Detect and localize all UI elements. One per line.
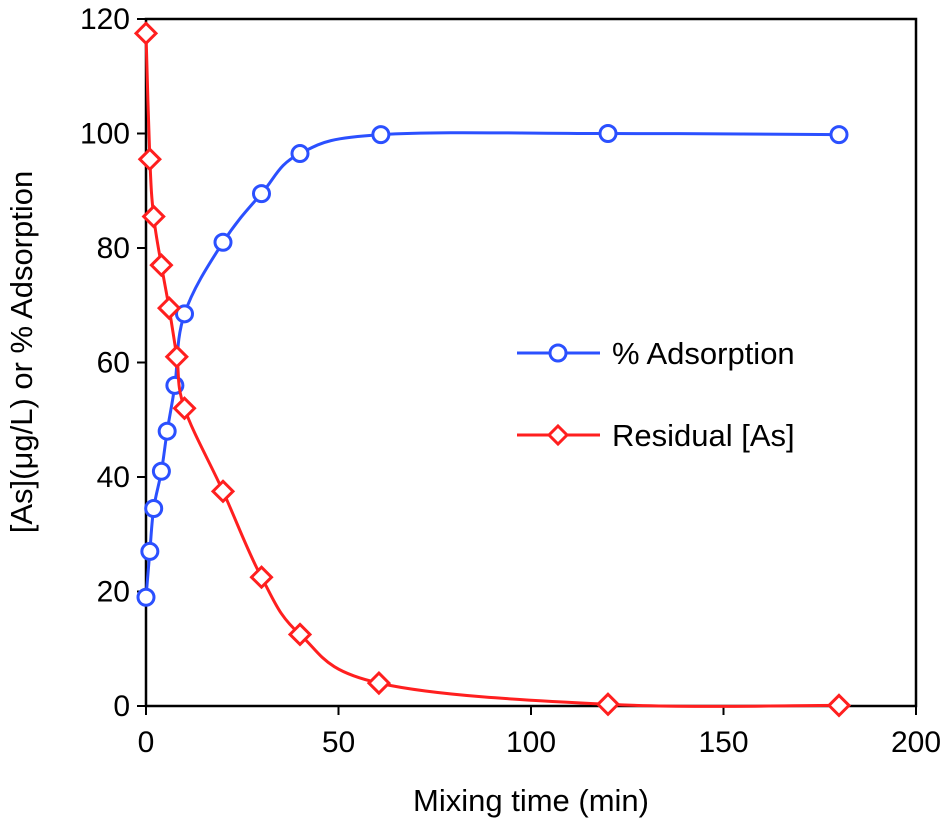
plot-frame: [144, 17, 918, 708]
y-tick-label: 120: [80, 3, 130, 36]
series-adsorption: [136, 124, 849, 607]
data-point: [371, 125, 391, 145]
y-tick-label: 80: [97, 232, 130, 265]
data-point: [164, 344, 189, 369]
data-point: [249, 565, 274, 590]
data-point: [213, 232, 233, 252]
y-tick-label: 40: [97, 461, 130, 494]
y-tick-label: 0: [113, 690, 130, 723]
series-layer: [133, 21, 852, 718]
data-point: [136, 587, 156, 607]
legend-label-adsorption: % Adsorption: [612, 336, 795, 371]
y-tick-label: 100: [80, 118, 130, 151]
axis-tick-labels: 0 50 100 150 200 0 20 40 60 80 100 120: [80, 3, 941, 759]
data-point: [175, 304, 194, 324]
data-point: [133, 21, 159, 46]
legend: % Adsorption Residual [As]: [517, 336, 795, 453]
data-point: [157, 421, 177, 441]
x-axis-title: Mixing time (min): [413, 783, 649, 818]
y-axis-title: [As](μg/L) or % Adsorption: [4, 171, 39, 533]
x-tick-label: 100: [506, 726, 556, 759]
data-point: [144, 498, 164, 518]
x-tick-label: 150: [698, 726, 748, 759]
data-point: [137, 147, 162, 172]
data-point: [598, 124, 618, 143]
data-point: [141, 204, 166, 229]
y-tick-label: 60: [97, 347, 130, 380]
data-point: [826, 693, 852, 718]
series-residual: [133, 21, 852, 718]
data-point: [210, 479, 236, 504]
data-point: [290, 144, 310, 164]
legend-marker-residual: [546, 423, 570, 447]
legend-label-residual: Residual [As]: [612, 418, 795, 453]
series-line: [144, 131, 840, 598]
data-point: [151, 461, 171, 481]
x-tick-label: 200: [891, 726, 941, 759]
data-point: [595, 692, 621, 717]
data-point: [252, 184, 271, 204]
data-point: [140, 541, 160, 561]
data-point: [172, 396, 197, 421]
data-point: [156, 295, 182, 321]
x-tick-label: 0: [138, 726, 155, 759]
data-point: [149, 253, 174, 278]
data-point: [366, 670, 392, 696]
legend-marker-adsorption: [548, 343, 568, 363]
data-point: [829, 125, 849, 145]
y-tick-label: 20: [97, 576, 130, 609]
data-point: [287, 622, 313, 647]
axis-ticks: [137, 18, 917, 715]
x-tick-label: 50: [322, 726, 355, 759]
